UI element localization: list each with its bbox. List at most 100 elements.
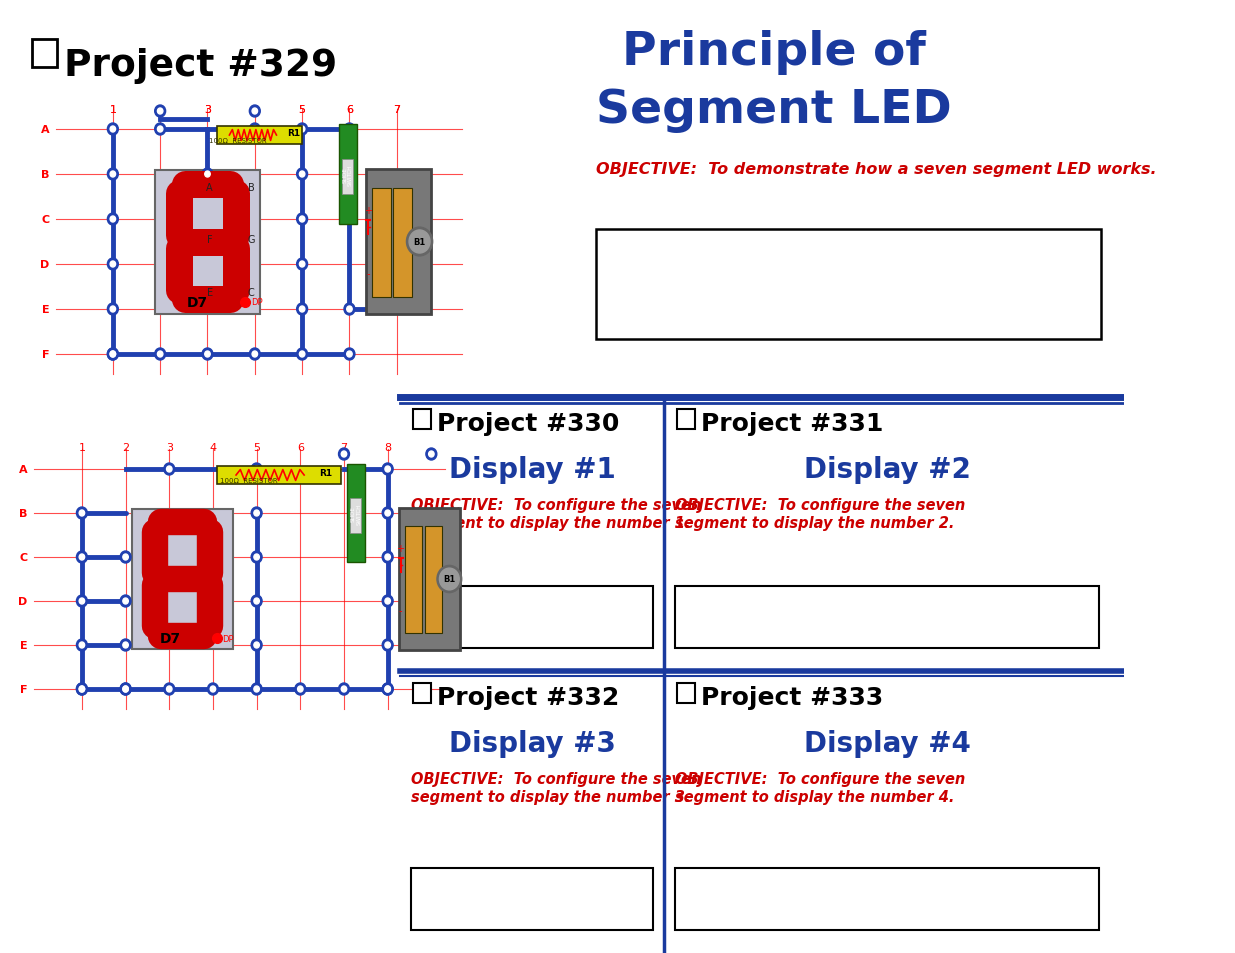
Circle shape <box>110 352 116 357</box>
Circle shape <box>347 127 352 132</box>
Circle shape <box>429 452 433 457</box>
Text: Display #1: Display #1 <box>450 456 616 483</box>
Circle shape <box>341 686 347 692</box>
Bar <box>677 683 695 703</box>
Text: D7: D7 <box>159 632 180 645</box>
Circle shape <box>167 467 172 473</box>
Bar <box>366 170 431 314</box>
Circle shape <box>203 169 212 181</box>
Circle shape <box>296 124 308 136</box>
Text: 1: 1 <box>110 105 116 115</box>
Circle shape <box>385 686 390 692</box>
Circle shape <box>254 555 259 560</box>
Text: Display #3: Display #3 <box>450 729 616 758</box>
Circle shape <box>107 349 119 360</box>
Circle shape <box>299 216 305 223</box>
Circle shape <box>249 124 261 136</box>
Text: B: B <box>41 170 49 180</box>
Text: F: F <box>42 350 49 359</box>
Text: 3: 3 <box>204 105 211 115</box>
Text: Principle of: Principle of <box>621 30 925 75</box>
Circle shape <box>203 349 212 360</box>
Text: 4: 4 <box>210 442 216 453</box>
Circle shape <box>252 352 258 357</box>
Circle shape <box>382 596 393 607</box>
Circle shape <box>251 639 262 651</box>
Circle shape <box>295 683 306 696</box>
Text: 2: 2 <box>157 105 164 115</box>
Circle shape <box>382 463 393 476</box>
Circle shape <box>385 598 390 604</box>
Circle shape <box>110 352 116 357</box>
Circle shape <box>77 596 88 607</box>
Text: OBJECTIVE:  To configure the seven: OBJECTIVE: To configure the seven <box>411 497 701 513</box>
Circle shape <box>345 349 354 360</box>
Bar <box>414 683 431 703</box>
Circle shape <box>210 686 216 692</box>
Bar <box>676 586 1099 648</box>
Text: 2: 2 <box>157 105 164 115</box>
Text: 6: 6 <box>346 105 353 115</box>
Circle shape <box>110 307 116 313</box>
Bar <box>132 509 232 650</box>
Text: 7: 7 <box>393 105 400 115</box>
Circle shape <box>157 352 163 357</box>
Text: 5: 5 <box>253 442 261 453</box>
Bar <box>373 189 390 297</box>
Circle shape <box>385 555 390 560</box>
Text: -: - <box>399 605 403 616</box>
Text: B: B <box>248 183 254 193</box>
Circle shape <box>77 507 88 519</box>
Text: B1: B1 <box>443 575 456 584</box>
Text: OBJECTIVE:  To configure the seven: OBJECTIVE: To configure the seven <box>411 771 701 786</box>
Circle shape <box>164 683 174 696</box>
Circle shape <box>382 683 393 696</box>
Bar <box>425 527 442 634</box>
Circle shape <box>296 258 308 271</box>
Circle shape <box>157 127 163 132</box>
Circle shape <box>122 642 128 648</box>
Circle shape <box>338 683 350 696</box>
Circle shape <box>345 124 354 136</box>
Text: 1: 1 <box>110 105 116 115</box>
Bar <box>342 160 353 194</box>
Circle shape <box>254 511 259 517</box>
Text: segment to display the number 4.: segment to display the number 4. <box>676 789 955 804</box>
Circle shape <box>79 686 85 692</box>
Circle shape <box>254 686 259 692</box>
Text: 4: 4 <box>251 105 258 115</box>
Circle shape <box>249 106 261 118</box>
Text: A: A <box>206 183 212 193</box>
Bar <box>411 868 653 930</box>
Text: 6: 6 <box>296 442 304 453</box>
Text: F: F <box>20 684 27 695</box>
Text: 5: 5 <box>299 105 305 115</box>
Circle shape <box>299 172 305 178</box>
Circle shape <box>205 172 210 178</box>
Circle shape <box>122 598 128 604</box>
Circle shape <box>385 686 390 692</box>
Circle shape <box>251 683 262 696</box>
Text: Project #333: Project #333 <box>700 685 883 709</box>
Text: OBJECTIVE:  To configure the seven: OBJECTIVE: To configure the seven <box>676 497 966 513</box>
Circle shape <box>154 124 165 136</box>
Circle shape <box>385 511 390 517</box>
Circle shape <box>207 683 219 696</box>
Circle shape <box>120 596 131 607</box>
Bar <box>411 586 653 648</box>
Circle shape <box>347 352 352 357</box>
Text: D: D <box>19 597 27 606</box>
Circle shape <box>298 686 303 692</box>
Text: A: A <box>19 464 27 475</box>
Text: E: E <box>206 288 212 297</box>
Circle shape <box>299 307 305 313</box>
Text: R1: R1 <box>319 468 332 477</box>
Circle shape <box>167 686 172 692</box>
Text: C: C <box>248 288 254 297</box>
Circle shape <box>154 106 165 118</box>
Text: 4: 4 <box>251 105 258 115</box>
Circle shape <box>107 349 119 360</box>
Bar <box>414 410 431 430</box>
Text: DP: DP <box>251 298 263 307</box>
Circle shape <box>338 449 350 460</box>
